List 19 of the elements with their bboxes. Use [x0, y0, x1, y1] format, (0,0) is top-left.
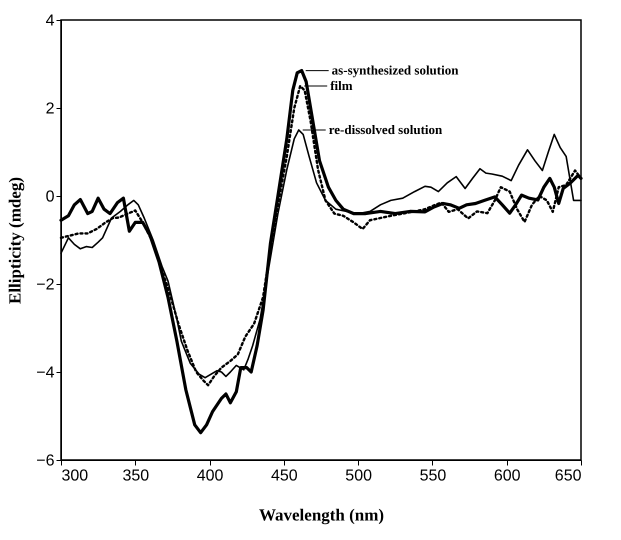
y-tick-label: 0: [46, 188, 55, 206]
y-tick-label: 4: [46, 12, 55, 30]
x-tick-label: 500: [345, 468, 372, 484]
x-tick-label: 550: [420, 468, 446, 484]
y-tick-label: −6: [36, 452, 55, 470]
annotation: film: [330, 78, 353, 93]
x-tick-label: 350: [122, 468, 150, 484]
x-tick-label: 450: [271, 468, 298, 484]
annotation: re-dissolved solution: [328, 122, 444, 137]
x-tick-label: 600: [494, 468, 521, 484]
y-tick-label: −2: [36, 276, 55, 294]
annotation: as-synthesized solution: [332, 62, 460, 78]
x-tick-label: 650: [554, 468, 582, 484]
y-tick-label: 2: [46, 100, 55, 118]
y-axis-title: Ellipticity (mdeg): [5, 176, 24, 304]
x-tick-label: 400: [196, 468, 224, 484]
x-axis-title: Wavelength (nm): [258, 506, 384, 524]
x-tick-label: 300: [62, 468, 88, 484]
y-tick-label: −4: [36, 364, 55, 382]
